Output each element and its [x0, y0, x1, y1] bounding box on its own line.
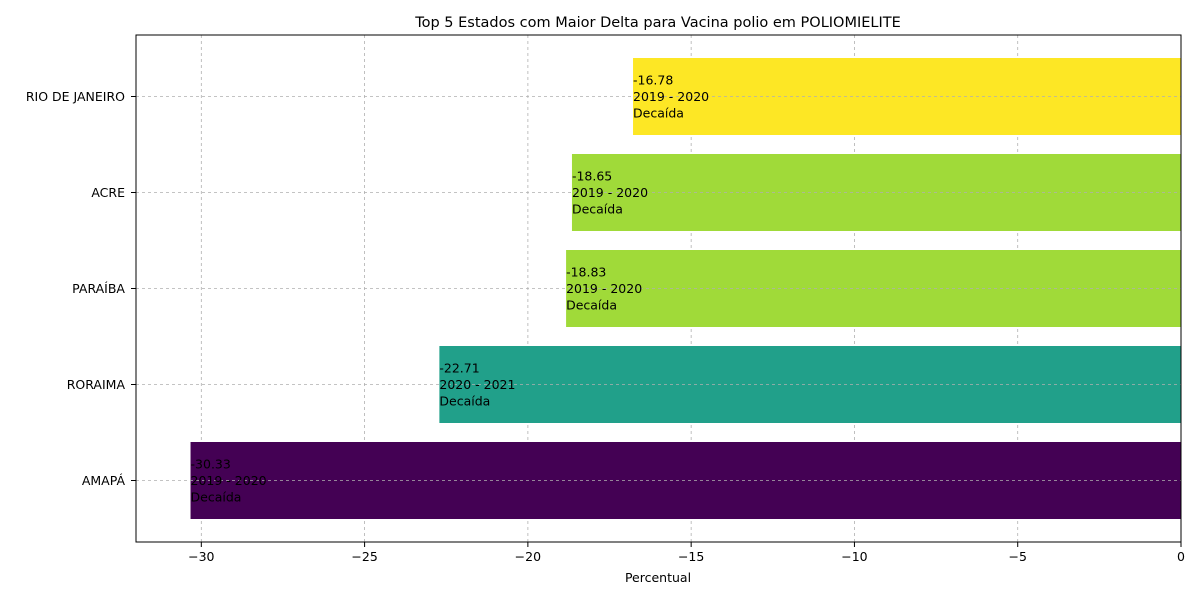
data-label: -30.33 — [191, 457, 231, 472]
data-label: 2020 - 2021 — [439, 377, 515, 392]
data-label: Decaída — [633, 106, 684, 121]
data-label: Decaída — [566, 298, 617, 313]
data-label: 2019 - 2020 — [566, 281, 642, 296]
x-tick-label: −10 — [841, 549, 867, 564]
y-tick-label: ACRE — [91, 185, 125, 200]
ticks-layer: −30 −25 −20 −15 −10 −5 0 AMAPÁ RORAIMA PARAÍBA ACR… — [26, 89, 1185, 564]
data-label: Decaída — [439, 394, 490, 409]
data-label: -18.65 — [572, 169, 612, 184]
y-tick-label: AMAPÁ — [82, 473, 126, 488]
x-tick-label: −25 — [351, 549, 377, 564]
data-label: -16.78 — [633, 73, 673, 88]
data-label: 2019 - 2020 — [191, 473, 267, 488]
x-tick-label: −5 — [1009, 549, 1027, 564]
y-tick-label: PARAÍBA — [72, 281, 125, 296]
bar — [190, 442, 1181, 519]
x-axis-label: Percentual — [625, 570, 691, 585]
data-label: -18.83 — [566, 265, 606, 280]
x-tick-label: 0 — [1177, 549, 1185, 564]
x-tick-label: −15 — [678, 549, 704, 564]
y-tick-label: RIO DE JANEIRO — [26, 89, 125, 104]
data-label: 2019 - 2020 — [572, 185, 648, 200]
data-label: Decaída — [572, 202, 623, 217]
y-tick-label: RORAIMA — [67, 377, 126, 392]
data-label: Decaída — [191, 490, 242, 505]
x-tick-label: −20 — [515, 549, 541, 564]
chart-title: Top 5 Estados com Maior Delta para Vacin… — [414, 15, 901, 31]
data-label: -22.71 — [439, 361, 479, 376]
x-tick-label: −30 — [188, 549, 214, 564]
data-label: 2019 - 2020 — [633, 89, 709, 104]
